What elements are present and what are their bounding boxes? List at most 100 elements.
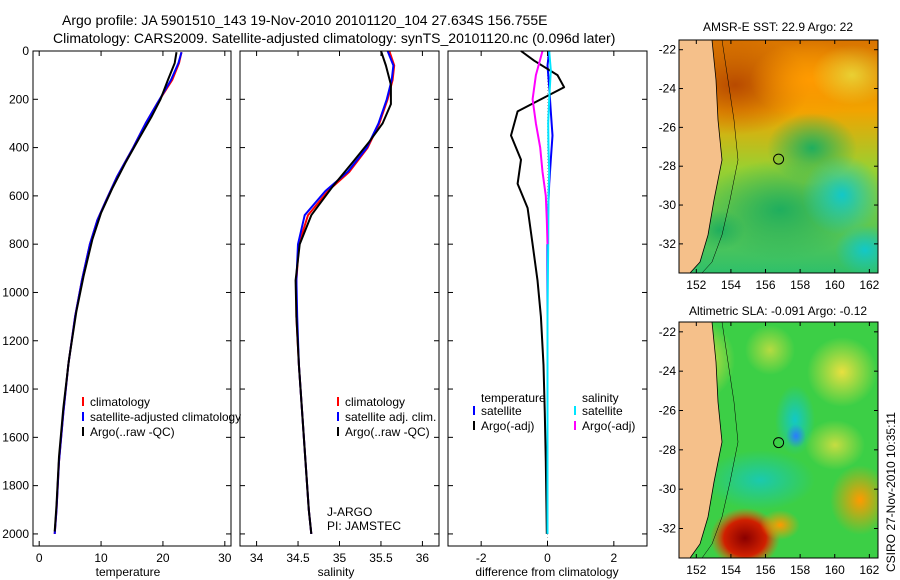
temperature-panel: 0 10 20 30 0 200 400 600 800 1000 1200 1400 1600 1800…	[2, 44, 241, 579]
salinity-ticks: 34 34.5 35 35.5 36	[240, 50, 439, 565]
legend-label-satellite: satellite-adjusted climatology	[90, 410, 241, 424]
legend-label-climatology: climatology	[345, 395, 405, 409]
x-tick-label: 152	[686, 563, 706, 577]
legend-label-sal-satellite: satellite	[582, 404, 623, 418]
sla-map-panel: Altimetric SLA: -0.091 Argo: -0.12 152 15…	[659, 304, 880, 577]
sla-isobath	[701, 322, 739, 558]
salinity-curves	[294, 50, 396, 535]
legend-label-argo: Argo(..raw -QC)	[90, 425, 175, 439]
y-tick-label: -26	[659, 120, 677, 134]
temperature-ticks: 0 10 20 30 0 200 400 600 800 1000 1200 1400 1600 1800…	[2, 44, 232, 565]
x-tick-label: 158	[790, 563, 810, 577]
sla-land	[679, 322, 722, 558]
y-tick-label: 0	[22, 44, 29, 58]
argo-position-marker	[773, 437, 785, 449]
series-temperature-argo-adj	[510, 50, 566, 534]
y-tick-label: -30	[659, 198, 677, 212]
salinity-axes-frame	[239, 50, 440, 547]
y-tick-label: -30	[659, 482, 677, 496]
sst-isobath	[701, 40, 739, 273]
x-tick-label: 162	[859, 278, 879, 292]
header-line-1: Argo profile: JA 5901510_143 19-Nov-2010…	[62, 12, 547, 28]
legend-label-sal-argo: Argo(-adj)	[582, 419, 635, 433]
y-tick-label: -22	[659, 43, 677, 57]
sst-map-ticks: 152 154 156 158 160 162 -22 -24 -26 -28 -30 -32	[659, 40, 880, 292]
difference-axes-frame	[447, 50, 648, 547]
legend-title-salinity: salinity	[582, 391, 619, 405]
sla-map-field	[679, 322, 878, 558]
y-tick-label: -32	[659, 522, 677, 536]
salinity-xlabel: salinity	[318, 565, 355, 579]
x-tick-label: 152	[686, 278, 706, 292]
temperature-curves	[53, 51, 183, 534]
series-argo-raw-qc	[53, 52, 178, 532]
difference-panel: -2 0 2 difference from climatology tempera…	[447, 50, 648, 579]
series-salinity-satellite	[546, 50, 552, 534]
legend-label-temp-argo: Argo(-adj)	[481, 419, 534, 433]
difference-ticks: -2 0 2	[448, 50, 647, 565]
legend-label-satellite: satellite adj. clim.	[345, 410, 436, 424]
x-tick-label: 154	[721, 563, 741, 577]
x-tick-label: 158	[790, 278, 810, 292]
sst-map-field	[679, 40, 878, 273]
annotation-program: J-ARGO	[327, 505, 372, 519]
x-tick-label: 162	[859, 563, 879, 577]
difference-xlabel: difference from climatology	[475, 565, 618, 579]
y-tick-label: 800	[9, 237, 29, 251]
y-tick-label: -28	[659, 443, 677, 457]
sla-coastline	[689, 322, 723, 558]
annotation-pi: PI: JAMSTEC	[327, 519, 401, 533]
x-tick-label: -2	[476, 551, 487, 565]
y-tick-label: -24	[659, 82, 677, 96]
sst-map-panel: AMSR-E SST: 22.9 Argo: 22 152 154 156 158 16…	[659, 20, 880, 292]
sla-map-frame	[678, 321, 879, 559]
x-tick-label: 35	[333, 551, 347, 565]
y-tick-label: -26	[659, 404, 677, 418]
x-tick-label: 0	[36, 551, 43, 565]
x-tick-label: 34.5	[286, 551, 310, 565]
y-tick-label: 400	[9, 141, 29, 155]
x-tick-label: 160	[825, 278, 845, 292]
y-tick-label: -24	[659, 364, 677, 378]
x-tick-label: 10	[94, 551, 108, 565]
temperature-legend: climatology satellite-adjusted climatolo…	[82, 395, 241, 439]
y-tick-label: 2000	[2, 527, 29, 541]
y-tick-label: 200	[9, 92, 29, 106]
sla-map-ticks: 152 154 156 158 160 162 -22 -24 -26 -28 -30 -32	[659, 322, 880, 577]
series-satellite-adjusted-climatology	[53, 51, 183, 534]
legend-label-temp-satellite: satellite	[481, 404, 522, 418]
series-argo-raw-qc	[294, 50, 392, 535]
series-satellite-adj-clim	[295, 50, 395, 535]
x-tick-label: 30	[218, 551, 232, 565]
x-tick-label: 20	[156, 551, 170, 565]
x-tick-label: 2	[610, 551, 617, 565]
y-tick-label: 600	[9, 189, 29, 203]
y-tick-label: -32	[659, 237, 677, 251]
x-tick-label: 156	[756, 563, 776, 577]
x-tick-label: 36	[416, 551, 430, 565]
series-climatology	[53, 51, 183, 534]
x-tick-label: 154	[721, 278, 741, 292]
salinity-legend: climatology satellite adj. clim. Argo(..…	[337, 395, 436, 439]
legend-label-argo: Argo(..raw -QC)	[345, 425, 430, 439]
y-tick-label: 1600	[2, 430, 29, 444]
header-line-2: Climatology: CARS2009. Satellite-adjuste…	[53, 30, 615, 46]
argo-position-marker	[773, 153, 785, 165]
y-tick-label: -28	[659, 159, 677, 173]
x-tick-label: 156	[756, 278, 776, 292]
legend-label-climatology: climatology	[90, 395, 150, 409]
sla-map-title: Altimetric SLA: -0.091 Argo: -0.12	[689, 304, 867, 318]
x-tick-label: 34	[250, 551, 264, 565]
x-tick-label: 0	[544, 551, 551, 565]
x-tick-label: 160	[825, 563, 845, 577]
sst-map-frame	[678, 39, 879, 274]
series-salinity-argo-adj	[531, 50, 549, 245]
credit-stamp: CSIRO 27-Nov-2010 10:35:11	[884, 412, 898, 572]
y-tick-label: 1400	[2, 382, 29, 396]
sst-coastline	[689, 40, 723, 273]
sst-map-title: AMSR-E SST: 22.9 Argo: 22	[703, 20, 853, 34]
y-tick-label: 1800	[2, 479, 29, 493]
y-tick-label: 1200	[2, 334, 29, 348]
difference-legend: temperature salinity satellite Argo(-adj…	[473, 391, 635, 433]
